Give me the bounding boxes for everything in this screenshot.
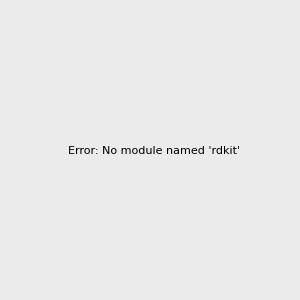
Text: Error: No module named 'rdkit': Error: No module named 'rdkit' (68, 146, 240, 157)
